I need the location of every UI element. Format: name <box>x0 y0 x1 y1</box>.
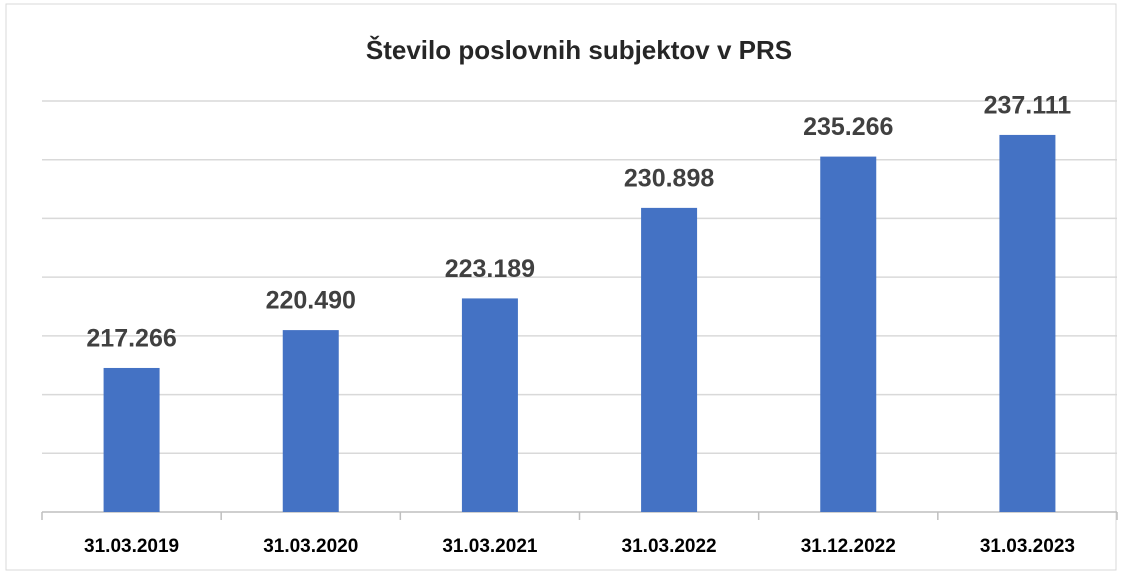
x-tick-label: 31.03.2023 <box>980 536 1075 557</box>
data-label: 230.898 <box>624 164 714 192</box>
chart-title: Število poslovnih subjektov v PRS <box>366 35 792 65</box>
chart-frame <box>5 3 1117 571</box>
bar <box>103 367 160 512</box>
bar <box>641 207 698 512</box>
x-tick-label: 31.03.2022 <box>622 536 717 557</box>
data-label: 223.189 <box>445 255 535 283</box>
x-tick-label: 31.03.2019 <box>84 536 179 557</box>
bar <box>820 156 877 512</box>
x-tick-label: 31.03.2021 <box>442 536 538 557</box>
data-label: 237.111 <box>984 92 1072 120</box>
data-label: 220.490 <box>266 287 356 315</box>
bar <box>282 330 339 512</box>
x-tick-label: 31.03.2020 <box>263 536 358 557</box>
data-label: 235.266 <box>803 113 893 141</box>
bar <box>461 298 518 512</box>
data-label: 217.266 <box>86 325 176 353</box>
x-tick-label: 31.12.2022 <box>801 536 896 557</box>
bar <box>999 134 1056 512</box>
